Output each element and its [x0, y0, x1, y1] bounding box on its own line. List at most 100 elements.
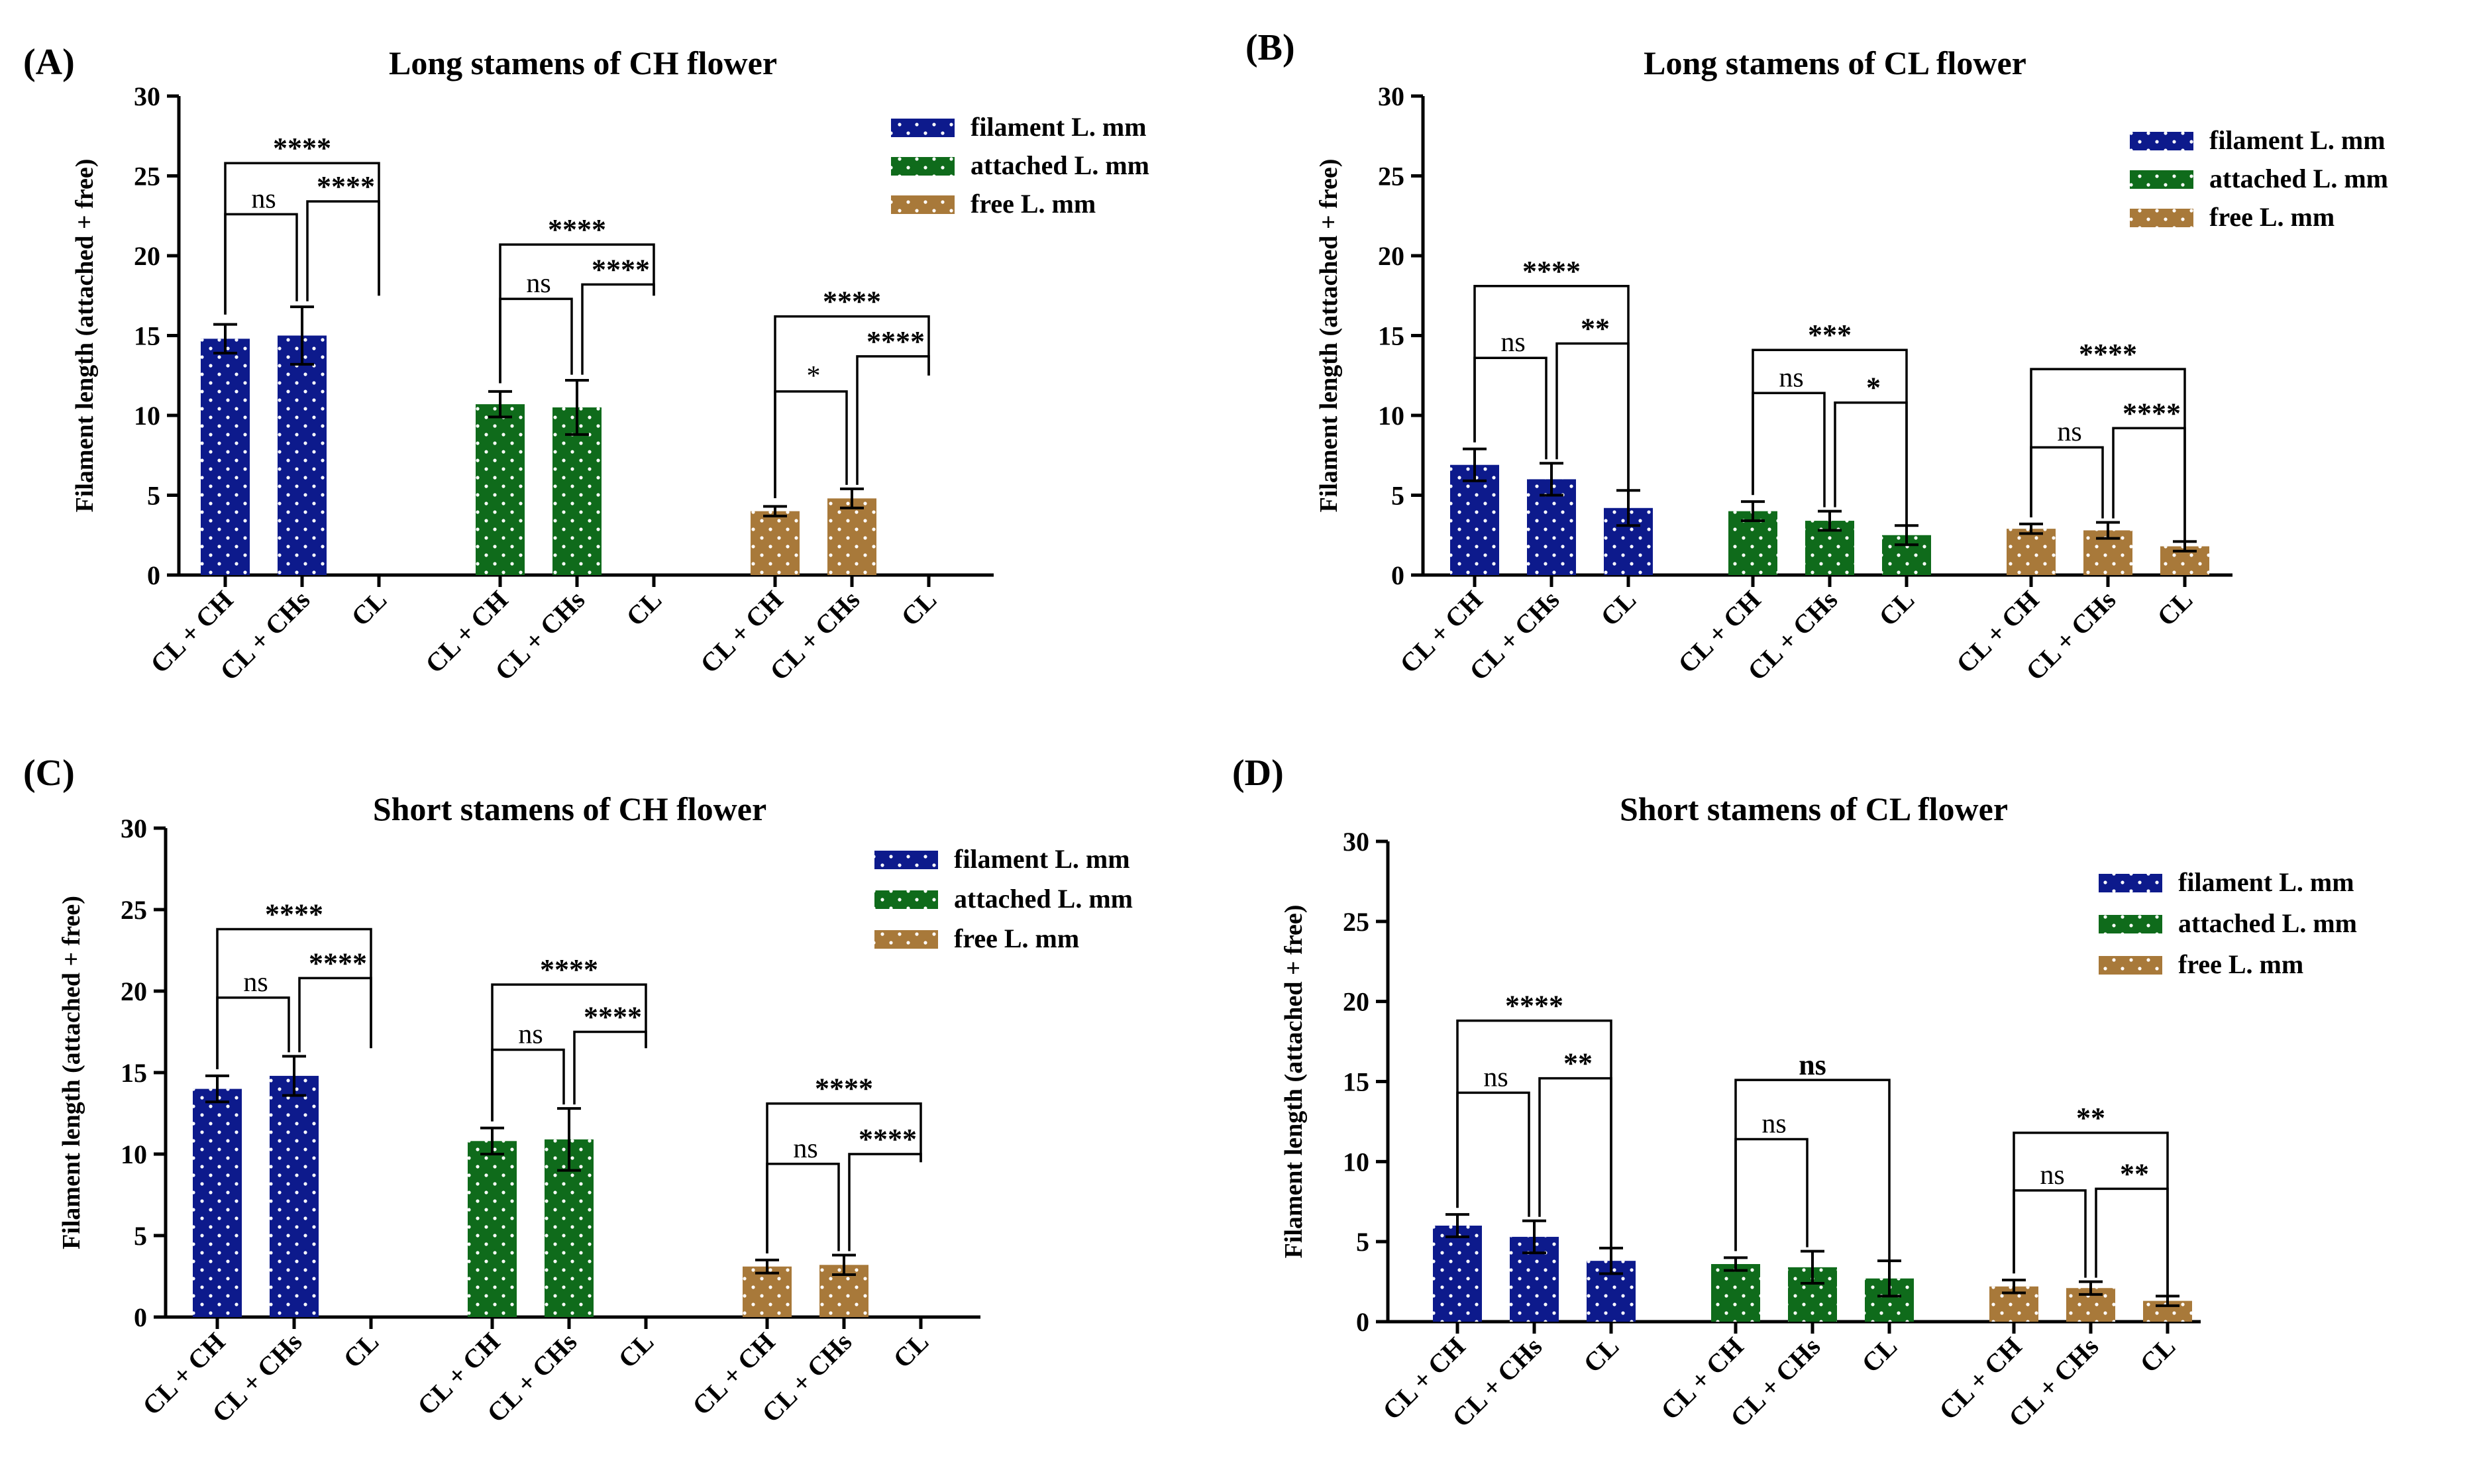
- bracket-inner-right: [856, 355, 930, 485]
- y-tick-label: 5: [1391, 481, 1404, 511]
- significance-inner-right: ****: [859, 1123, 917, 1155]
- y-tick-label: 25: [1343, 907, 1369, 937]
- significance-outer: ****: [548, 213, 606, 246]
- bracket-inner-left: [1752, 392, 1826, 507]
- chart-title: Long stamens of CH flower: [389, 44, 777, 81]
- chart-title: Short stamens of CL flower: [1620, 790, 2008, 827]
- significance-outer: **: [2076, 1102, 2105, 1134]
- legend-label: attached L. mm: [2178, 908, 2357, 938]
- y-tick-label: 30: [1378, 81, 1404, 111]
- significance-inner-right: ****: [309, 947, 367, 979]
- y-tick-label: 25: [134, 162, 160, 191]
- x-tick-label: CL: [2134, 1332, 2181, 1379]
- legend-label: free L. mm: [954, 924, 1079, 953]
- y-tick-label: 0: [147, 560, 160, 590]
- significance-outer: ****: [2079, 338, 2137, 370]
- x-tick-label: CL: [1595, 585, 1642, 632]
- significance-inner-right: ****: [317, 170, 375, 203]
- x-tick-label: CL: [345, 585, 392, 632]
- panel-letter: (A): [23, 42, 75, 83]
- significance-outer: ****: [1505, 990, 1563, 1022]
- panel-letter: (C): [23, 753, 75, 794]
- chart-title: Long stamens of CL flower: [1644, 44, 2026, 81]
- legend-swatch-dots: [2099, 956, 2162, 975]
- legend-swatch-dots: [891, 119, 955, 137]
- bracket-inner-left: [1473, 356, 1548, 460]
- bar-dots: [1450, 464, 1499, 575]
- x-tick-label: CL: [887, 1327, 934, 1374]
- significance-inner-left: ns: [518, 1020, 543, 1050]
- legend-swatch-dots: [2130, 209, 2193, 227]
- bracket-inner-right: [2112, 427, 2186, 542]
- y-axis-label: Filament length (attached + free): [1280, 905, 1308, 1259]
- bracket-inner-right: [1555, 342, 1630, 491]
- bracket-inner-right: [573, 1030, 647, 1105]
- chart-panel-a: (A) Long stamens of CH flower Filament len…: [23, 42, 1149, 686]
- bar-dots: [270, 1075, 319, 1317]
- x-tick-label: CL: [620, 585, 667, 632]
- bracket-inner-left: [1456, 1091, 1530, 1217]
- legend-label: attached L. mm: [954, 884, 1133, 914]
- legend-label: filament L. mm: [971, 112, 1147, 142]
- x-tick-label: CL: [1577, 1332, 1624, 1379]
- bar-dots: [2007, 529, 2056, 575]
- legend-swatch-dots: [891, 195, 955, 214]
- legend-label: free L. mm: [2178, 949, 2303, 979]
- bracket-inner-right: [298, 977, 372, 1053]
- y-axis-label: Filament length (attached + free): [1315, 159, 1343, 513]
- bracket-inner-left: [766, 1163, 840, 1253]
- significance-outer: ****: [815, 1073, 873, 1105]
- chart-panel-c: (C) Short stamens of CH flower Filament le…: [23, 753, 1133, 1428]
- bar-dots: [278, 335, 327, 575]
- x-tick-label: CL: [2151, 585, 2198, 632]
- significance-outer: ****: [823, 286, 881, 318]
- bar-dots: [1711, 1264, 1760, 1322]
- bar-dots: [476, 404, 525, 575]
- bracket-inner-left: [2030, 446, 2104, 519]
- y-tick-label: 0: [1356, 1307, 1369, 1337]
- significance-inner-left: ns: [2040, 1160, 2064, 1191]
- significance-inner-right: ****: [592, 253, 650, 286]
- y-tick-label: 25: [1378, 162, 1404, 191]
- y-tick-label: 10: [121, 1140, 147, 1169]
- bracket-inner-left: [774, 390, 848, 498]
- bracket-inner-right: [2095, 1187, 2169, 1297]
- legend-swatch-dots: [874, 851, 938, 869]
- bar-dots: [201, 339, 250, 575]
- significance-outer: ****: [1522, 255, 1581, 288]
- significance-inner-right: ****: [584, 1001, 642, 1034]
- x-tick-label: CL: [337, 1327, 384, 1374]
- legend-label: attached L. mm: [2209, 164, 2388, 193]
- y-tick-label: 0: [134, 1302, 147, 1332]
- significance-outer: ****: [540, 953, 598, 986]
- legend-label: attached L. mm: [971, 150, 1149, 180]
- significance-inner-left: ns: [1761, 1109, 1786, 1140]
- legend-swatch-dots: [874, 890, 938, 909]
- legend-swatch-dots: [2099, 915, 2162, 933]
- y-tick-label: 10: [134, 401, 160, 431]
- significance-outer: ns: [1799, 1049, 1826, 1081]
- chart-title: Short stamens of CH flower: [373, 790, 766, 827]
- y-tick-label: 20: [1378, 241, 1404, 271]
- y-axis-label: Filament length (attached + free): [58, 896, 85, 1249]
- bracket-inner-right: [848, 1153, 922, 1251]
- y-tick-label: 15: [134, 321, 160, 351]
- bar-dots: [751, 511, 800, 575]
- y-tick-label: 15: [121, 1058, 147, 1088]
- significance-inner-left: ns: [2057, 417, 2081, 447]
- y-tick-label: 30: [134, 81, 160, 111]
- bracket-inner-left: [1734, 1138, 1809, 1251]
- bar-dots: [827, 498, 876, 575]
- significance-outer: ****: [265, 898, 323, 931]
- significance-inner-right: *: [1866, 372, 1881, 404]
- significance-inner-left: ns: [526, 268, 551, 299]
- panel-letter: (B): [1245, 27, 1295, 68]
- y-tick-label: 10: [1378, 401, 1404, 431]
- y-tick-label: 0: [1391, 560, 1404, 590]
- bracket-inner-right: [581, 283, 655, 375]
- y-tick-label: 30: [1343, 827, 1369, 857]
- legend-swatch-dots: [874, 930, 938, 949]
- y-tick-label: 20: [1343, 987, 1369, 1017]
- significance-inner-right: **: [2120, 1157, 2149, 1190]
